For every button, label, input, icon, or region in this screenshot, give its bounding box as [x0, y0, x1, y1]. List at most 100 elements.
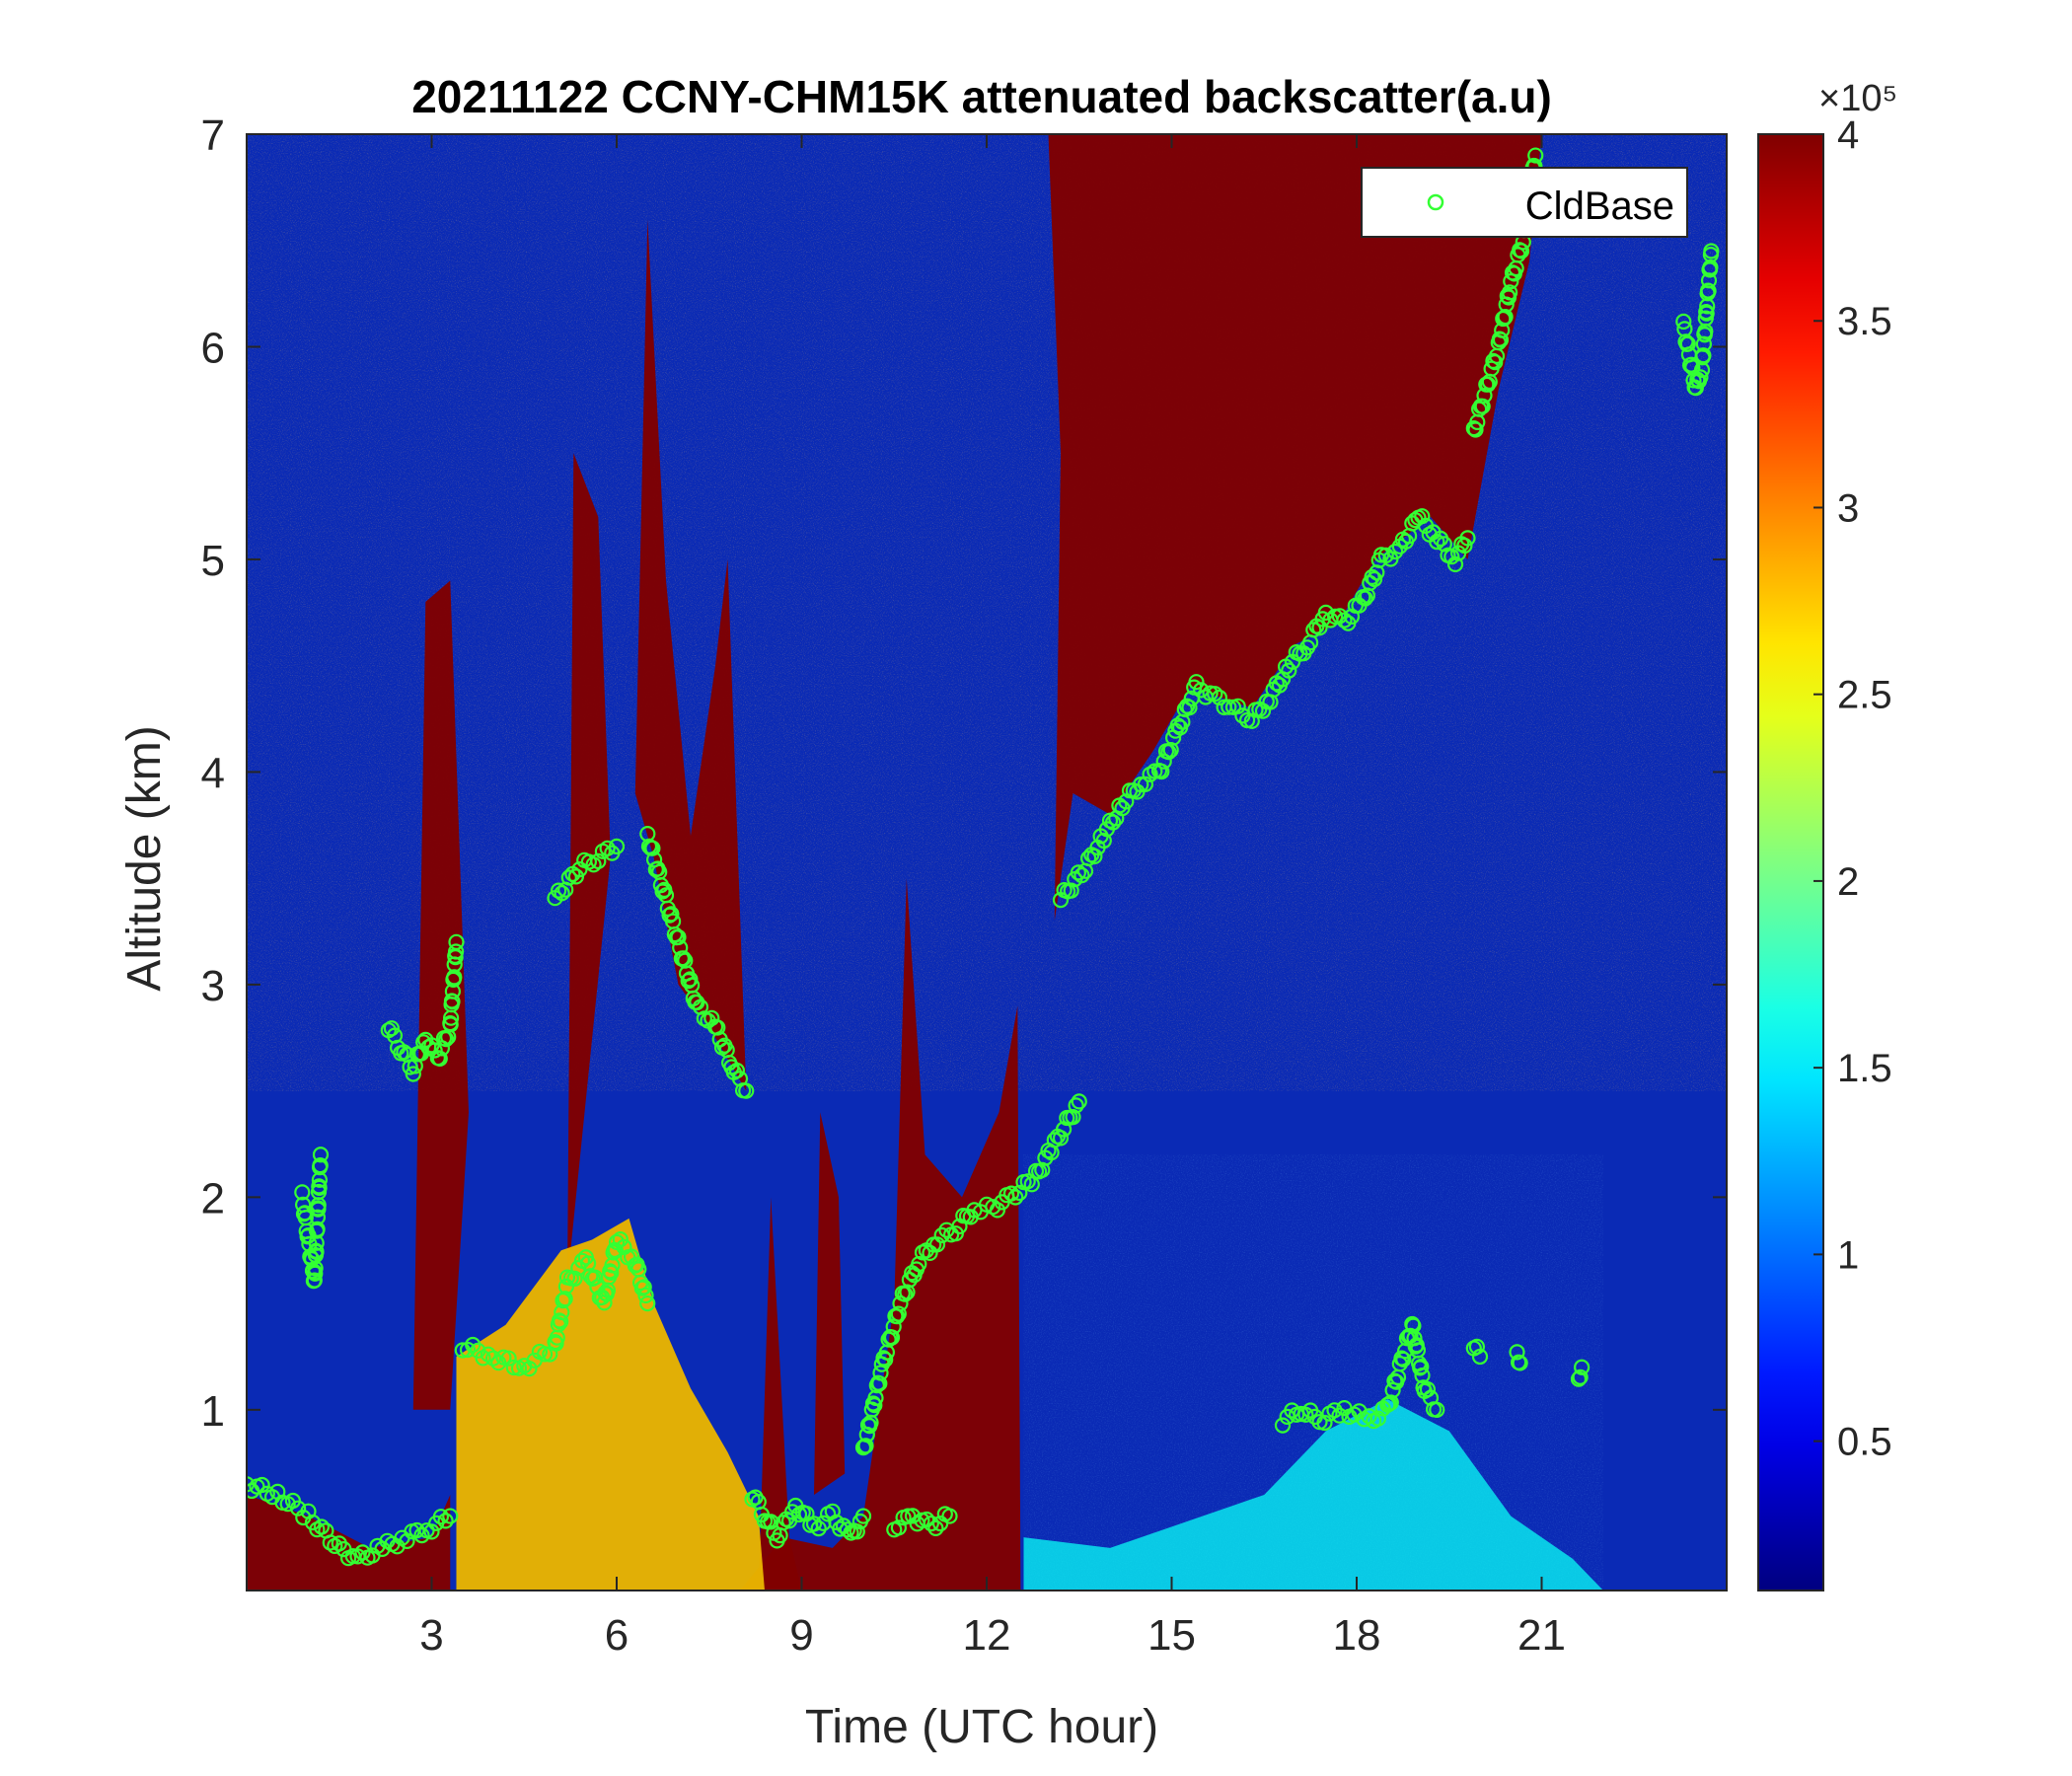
cloud-base-point — [1419, 1380, 1437, 1398]
cloud-base-point — [1169, 717, 1186, 734]
cloud-base-point — [1574, 1359, 1591, 1375]
cloud-base-point — [623, 1248, 640, 1265]
cloud-base-point — [1369, 1410, 1387, 1427]
x-tick-label: 21 — [1517, 1611, 1566, 1660]
cloud-base-point — [1162, 741, 1179, 759]
backscatter-region-strong — [740, 878, 1021, 1591]
cloud-base-point — [1570, 1370, 1588, 1387]
cloud-base-point — [689, 994, 705, 1011]
cloud-base-point — [1188, 674, 1205, 691]
x-axis: 3 6 9 12 15 18 21 — [419, 134, 1566, 1660]
cloud-base-point — [1297, 1406, 1314, 1423]
cloud-base-point — [1052, 1130, 1070, 1147]
cloud-base-point — [1316, 1414, 1333, 1432]
cloud-base-point — [1700, 282, 1717, 300]
cloud-base-point — [405, 1066, 421, 1082]
cloud-base-point — [550, 882, 567, 899]
plot-area — [247, 134, 1727, 1591]
cloud-base-point — [747, 1489, 764, 1506]
cloud-base-point — [709, 1019, 726, 1036]
cloud-base-point — [1281, 662, 1297, 679]
cloud-base-point — [1364, 568, 1380, 586]
cloud-base-point — [728, 1062, 746, 1079]
cloud-base-point — [663, 906, 680, 923]
cloud-base-point — [897, 1286, 914, 1302]
cloud-base-point — [447, 949, 464, 966]
cloud-base-point — [442, 1016, 459, 1033]
cloud-base-point — [810, 1519, 827, 1537]
cloud-base-point — [612, 1230, 629, 1248]
cloud-base-point — [426, 1042, 443, 1059]
cloud-base-point — [805, 1516, 823, 1532]
colorbar-tick-label: 2 — [1837, 860, 1859, 904]
y-axis: 1 2 3 4 5 6 7 — [201, 111, 1727, 1436]
cloud-base-point — [883, 1329, 901, 1346]
x-tick-label: 15 — [1147, 1611, 1196, 1660]
cloud-base-point — [1366, 570, 1383, 588]
x-tick-label: 18 — [1333, 1611, 1381, 1660]
colorbar-tick-label: 4 — [1837, 113, 1859, 157]
cloud-base-point — [448, 933, 465, 950]
x-tick-label: 3 — [419, 1611, 443, 1660]
legend-marker-icon — [1427, 193, 1444, 211]
cloud-base-point — [432, 1509, 449, 1525]
y-axis-label: Altitude (km) — [118, 725, 171, 991]
cloud-base-point — [536, 1346, 554, 1363]
y-tick-label: 3 — [201, 962, 225, 1010]
cloud-base-point — [1459, 530, 1476, 547]
backscatter-region-strong — [758, 1197, 802, 1591]
cloud-base-point — [680, 972, 697, 990]
cloud-base-point — [877, 1351, 894, 1369]
cloud-base-point — [675, 950, 692, 967]
cloud-base-point — [322, 1534, 338, 1551]
cloud-base-point — [599, 840, 616, 856]
cloud-base-point — [290, 1500, 307, 1517]
cloud-base-point — [603, 1264, 620, 1282]
cloud-base-point — [448, 943, 465, 960]
legend-box — [1361, 167, 1688, 238]
colorbar-tick-label: 0.5 — [1837, 1421, 1892, 1464]
cloud-base-point — [1382, 1394, 1399, 1411]
cloud-base-point — [989, 1202, 1006, 1219]
cloud-base-point — [312, 1157, 329, 1174]
cloud-base-point — [670, 928, 687, 946]
legend-label: CldBase — [1525, 185, 1674, 228]
y-tick-label: 2 — [201, 1174, 225, 1222]
cloud-base-point — [1118, 793, 1135, 810]
y-tick-label: 6 — [201, 324, 225, 372]
cloud-base-point — [423, 1523, 440, 1540]
cloud-base-point — [1692, 369, 1709, 386]
cloud-base-point — [1377, 547, 1394, 564]
cloud-base-point — [548, 1335, 564, 1352]
cloud-base-point — [839, 1521, 855, 1538]
cloud-base-point — [1153, 763, 1170, 780]
cloud-base-point — [1234, 707, 1251, 724]
cloud-base-point — [798, 1506, 815, 1522]
cloud-base-point — [590, 852, 607, 870]
cloud-base-point — [459, 1341, 477, 1359]
cloud-base-point — [928, 1236, 946, 1253]
cloud-base-point — [1689, 371, 1706, 388]
cloud-base-point — [311, 1179, 328, 1197]
backscatter-region-strong — [412, 580, 469, 1410]
cloud-base-point — [1572, 1369, 1589, 1385]
cloud-base-point — [843, 1524, 859, 1541]
cloud-base-point — [1274, 1417, 1292, 1434]
legend: CldBase — [1361, 167, 1688, 238]
cloud-base-point — [1002, 1185, 1020, 1202]
cloud-base-point — [383, 1020, 400, 1037]
cloud-base-point — [1471, 1348, 1489, 1366]
cloud-base-point — [1133, 776, 1149, 793]
cloud-base-point — [1211, 689, 1228, 706]
cloud-base-point — [1229, 698, 1246, 714]
cloud-base-point — [1413, 1358, 1430, 1375]
cloud-base-point — [1414, 1367, 1431, 1384]
cloud-base-point — [1386, 543, 1404, 560]
cloud-base-point — [309, 1221, 326, 1237]
colorbar-tick-label: 1.5 — [1837, 1047, 1892, 1090]
colorbar-tick-label: 3 — [1837, 486, 1859, 530]
cloud-base-point — [635, 1279, 652, 1295]
cloud-base-point — [304, 1262, 322, 1280]
cloud-base-point — [408, 1521, 425, 1539]
chart-title: 20211122 CCNY-CHM15K attenuated backscat… — [411, 71, 1552, 122]
